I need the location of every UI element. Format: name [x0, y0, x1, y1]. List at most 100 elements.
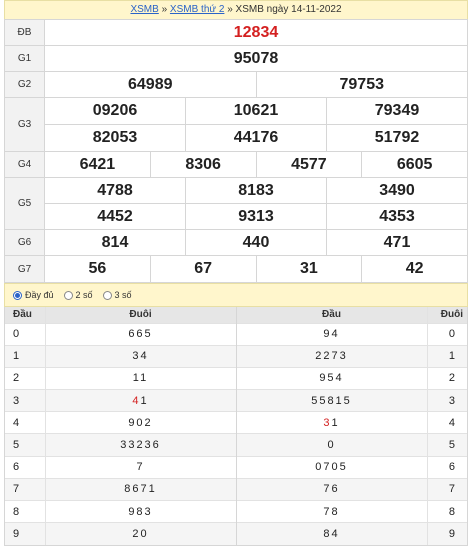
prize-value: 814: [44, 229, 186, 256]
loto-dau: 0: [236, 433, 427, 457]
loto-digits: 78: [323, 505, 340, 518]
loto-digits: 8671: [124, 483, 157, 496]
prize-row-g2: G2 64989 79753: [4, 71, 468, 98]
prize-value: 10621: [185, 97, 327, 125]
breadcrumb-home-link[interactable]: XSMB: [130, 4, 159, 15]
loto-dau: 84: [236, 522, 427, 545]
loto-digits: 0: [327, 439, 336, 452]
loto-dau: 2273: [236, 344, 427, 368]
loto-digits: 33236: [120, 439, 161, 452]
loto-duoi: 3: [426, 389, 467, 412]
table-row: 84 9: [236, 522, 467, 545]
loto-digits: 84: [323, 528, 340, 541]
prize-row-g4: G4 6421 8306 4577 6605: [4, 151, 468, 178]
loto-digits: 983: [128, 505, 153, 518]
loto-dau: 0: [5, 322, 46, 346]
table-row: 9 20: [5, 522, 236, 545]
loto-duoi: 20: [45, 522, 236, 545]
loto-dau: 78: [236, 499, 427, 523]
prize-value: 42: [361, 255, 468, 283]
breadcrumb-current: XSMB ngày 14-11-2022: [235, 4, 342, 15]
loto-digits: 55815: [311, 394, 352, 407]
col-dau: Đầu: [236, 307, 427, 323]
prize-row-g3b: 82053 44176 51792: [5, 124, 468, 152]
loto-duoi: 33236: [45, 433, 236, 457]
loto-section: Đầu Đuôi 0 665 1 34 2 11 3 41 4 902 5 33236 6 7 7 8671 8…: [4, 307, 468, 546]
loto-dau: 55815: [236, 389, 427, 412]
prize-label: G4: [4, 151, 45, 178]
loto-digits: 20: [132, 528, 149, 541]
table-row: 2273 1: [236, 344, 467, 368]
loto-digits: 76: [323, 483, 340, 496]
table-row: 3 41: [5, 389, 236, 412]
table-row: 76 7: [236, 477, 467, 501]
prize-row-g5b: 4452 9313 4353: [5, 203, 468, 230]
breadcrumb-day-link[interactable]: XSMB thứ 2: [169, 4, 225, 15]
loto-duoi: 11: [45, 366, 236, 390]
loto-digits: 954: [319, 372, 344, 385]
loto-duoi: 34: [45, 344, 236, 368]
radio-two-digits[interactable]: [63, 290, 73, 300]
option-full[interactable]: Đầy đủ: [13, 290, 54, 300]
loto-duoi: 7: [45, 455, 236, 479]
prize-value: 51792: [326, 124, 468, 152]
loto-duoi: 5: [426, 433, 467, 457]
loto-duoi: 8671: [45, 477, 236, 501]
col-duoi: Đuôi: [45, 307, 236, 323]
table-row: 31 4: [236, 411, 467, 434]
option-three-digits[interactable]: 3 số: [102, 290, 132, 300]
loto-duoi: 665: [45, 322, 236, 346]
loto-duoi: 983: [45, 499, 236, 523]
loto-duoi: 41: [45, 389, 236, 412]
prize-value: 3490: [326, 177, 468, 204]
prize-value: 4788: [44, 177, 186, 204]
option-full-label: Đầy đủ: [25, 290, 54, 300]
breadcrumb-sep: »: [158, 4, 170, 15]
loto-digits: 902: [128, 416, 153, 429]
loto-dau: 1: [5, 344, 46, 368]
prize-value: 79349: [326, 97, 468, 125]
table-row: 5 33236: [5, 433, 236, 457]
table-row: 1 34: [5, 344, 236, 368]
loto-digits: 11: [132, 372, 149, 385]
table-row: 0 665: [5, 322, 236, 346]
loto-dau: 7: [5, 477, 46, 501]
prize-label: ĐB: [4, 19, 45, 46]
loto-digits: 1: [140, 394, 149, 407]
results-table: ĐB 12834 G1 95078 G2 64989 79753 G3 0920…: [4, 19, 468, 283]
prize-value-db: 12834: [44, 19, 468, 46]
table-row: 2 11: [5, 366, 236, 390]
prize-label: G2: [4, 71, 45, 98]
loto-duoi: 0: [426, 322, 467, 346]
loto-digits: 2273: [315, 350, 348, 363]
prize-value: 9313: [185, 203, 327, 230]
prize-value: 09206: [44, 97, 186, 125]
prize-value: 4353: [326, 203, 468, 230]
option-three-label: 3 số: [114, 290, 132, 300]
prize-value: 79753: [255, 71, 468, 98]
prize-value: 31: [255, 255, 363, 283]
loto-duoi: 1: [426, 344, 467, 368]
xsmb-result-panel: XSMB » XSMB thứ 2 » XSMB ngày 14-11-2022…: [4, 0, 468, 546]
prize-value: 4577: [255, 151, 363, 178]
loto-dau: 31: [236, 411, 427, 434]
table-row: 94 0: [236, 322, 467, 346]
radio-full[interactable]: [13, 290, 22, 300]
loto-dau: 3: [5, 389, 46, 412]
prize-value: 6605: [361, 151, 468, 178]
table-row: 0705 6: [236, 455, 467, 479]
option-two-digits[interactable]: 2 số: [63, 290, 93, 300]
loto-highlight: 4: [132, 394, 141, 407]
prize-label: G7: [4, 255, 45, 283]
radio-three-digits[interactable]: [102, 290, 112, 300]
prize-row-g1: G1 95078: [4, 45, 468, 72]
loto-duoi: 7: [426, 477, 467, 501]
prize-value: 64989: [44, 71, 257, 98]
loto-dau: 954: [236, 366, 427, 390]
prize-value: 44176: [185, 124, 327, 152]
loto-dau: 0705: [236, 455, 427, 479]
prize-row-db: ĐB 12834: [4, 19, 468, 46]
loto-tail-table: Đầu Đuôi 94 0 2273 1 954 2 55815 3 31 4 0 5 0705 6 76 7…: [236, 307, 467, 545]
